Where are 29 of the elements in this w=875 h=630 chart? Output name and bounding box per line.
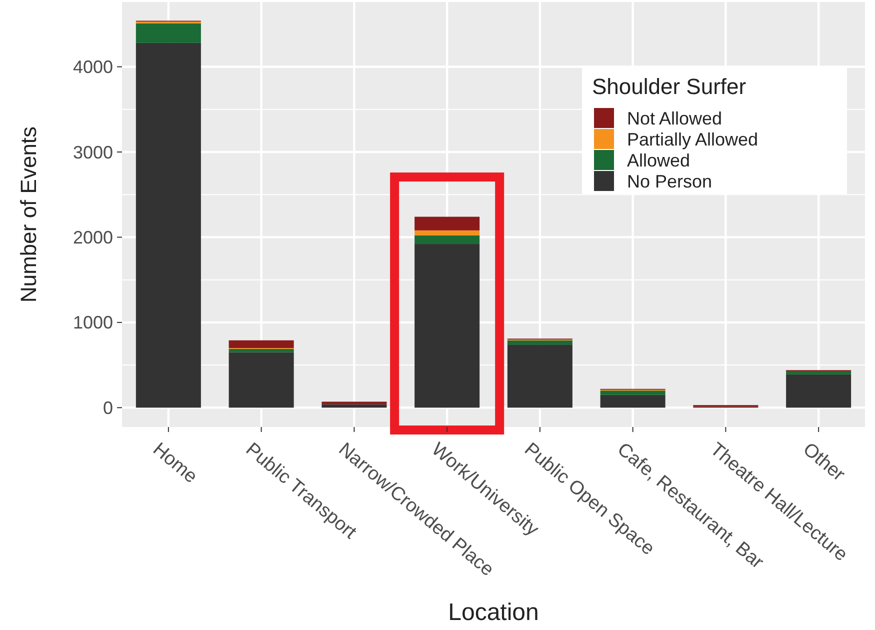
y-tick-label: 0	[102, 398, 113, 418]
bar	[600, 394, 666, 408]
legend-label: Allowed	[627, 150, 690, 170]
bar	[228, 352, 294, 408]
bar	[136, 23, 201, 43]
legend-label: No Person	[627, 171, 712, 192]
y-tick-label: 4000	[72, 57, 113, 78]
y-tick-label: 3000	[72, 142, 113, 162]
bar	[322, 402, 387, 404]
bar	[414, 216, 480, 230]
y-tick-label: 2000	[72, 228, 113, 248]
x-axis-title: Location	[448, 599, 539, 626]
bar	[600, 390, 666, 395]
legend-title: Shoulder Surfer	[592, 74, 746, 99]
bar	[322, 404, 387, 408]
bar	[786, 371, 852, 374]
bar	[228, 348, 294, 352]
bar	[507, 340, 572, 345]
bar	[414, 244, 480, 408]
bar	[507, 344, 572, 408]
bar	[414, 230, 480, 236]
bar	[136, 42, 201, 408]
legend-label: Not Allowed	[627, 108, 722, 128]
y-axis-title: Number of Events	[16, 126, 41, 303]
legend-label: Partially Allowed	[627, 129, 758, 150]
bar	[414, 236, 480, 244]
bar	[786, 374, 852, 408]
y-tick-label: 1000	[72, 312, 113, 333]
bar	[228, 340, 294, 348]
